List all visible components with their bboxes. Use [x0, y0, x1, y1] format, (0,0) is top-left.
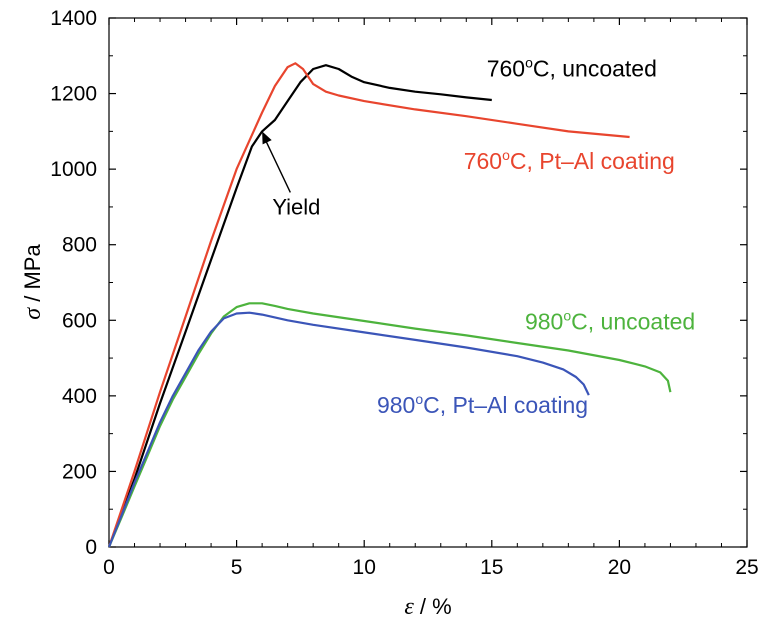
- series-980c-ptal-label: 980oC, Pt–Al coating: [377, 391, 588, 418]
- y-tick-label: 1400: [50, 7, 97, 30]
- x-axis-label: ε / %: [404, 594, 451, 620]
- x-tick-label: 5: [231, 556, 243, 579]
- y-tick-label: 800: [62, 234, 97, 257]
- series-980c-uncoated-label: 980oC, uncoated: [525, 308, 695, 335]
- series-lines: [107, 62, 672, 548]
- yield-annotation-label: Yield: [272, 194, 320, 219]
- series-980c-ptal-line: [107, 311, 590, 548]
- series-980c-uncoated-line: [107, 302, 672, 548]
- axis-ticks: [108, 17, 748, 548]
- yield-arrow-line: [264, 139, 291, 193]
- x-tick-label: 0: [103, 556, 115, 579]
- y-tick-label: 1000: [50, 158, 97, 181]
- series-760c-ptal-line: [107, 62, 630, 548]
- x-tick-label: 20: [608, 556, 631, 579]
- x-tick-label: 25: [735, 556, 758, 579]
- y-axis-label: σ / MPa: [20, 244, 46, 320]
- x-tick-label: 10: [353, 556, 376, 579]
- y-tick-label: 0: [85, 536, 97, 559]
- series-labels: 760oC, uncoated 760oC, Pt–Al coating 980oC…: [377, 55, 695, 418]
- y-tick-label: 200: [62, 460, 97, 483]
- series-760c-uncoated-line: [107, 64, 492, 548]
- y-tick-label: 400: [62, 385, 97, 408]
- plot-frame: [108, 17, 748, 548]
- tick-labels: 0 5 10 15 20 25 0 200 400 600 800 1000 1200 1400: [50, 7, 758, 579]
- y-tick-label: 600: [62, 309, 97, 332]
- annotations: Yield: [262, 131, 320, 219]
- x-tick-label: 15: [480, 556, 503, 579]
- series-760c-ptal-label: 760oC, Pt–Al coating: [464, 147, 675, 174]
- yield-arrow-head: [262, 131, 272, 145]
- series-760c-uncoated-label: 760oC, uncoated: [487, 55, 657, 82]
- y-tick-label: 1200: [50, 83, 97, 106]
